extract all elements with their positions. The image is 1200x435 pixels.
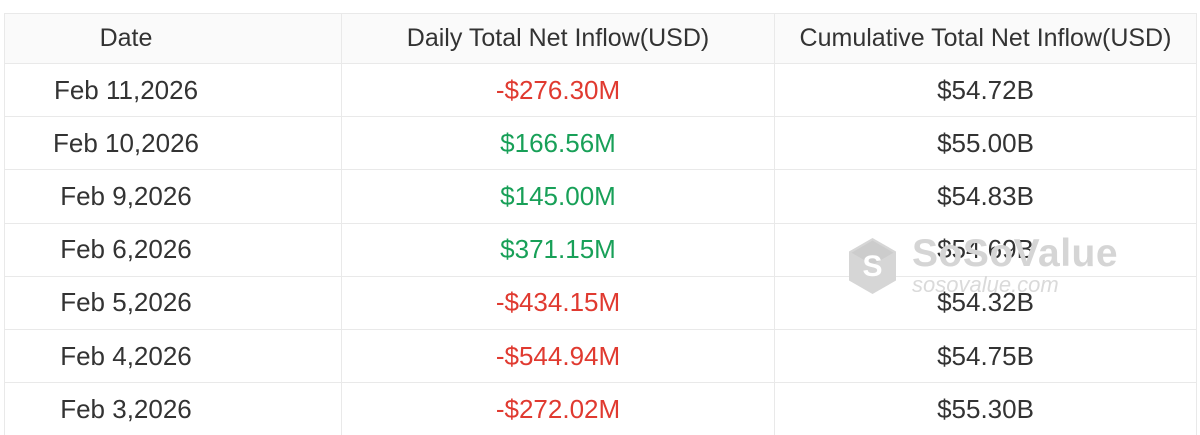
table-row: Feb 11,2026 -$276.30M $54.72B — [5, 64, 1196, 118]
daily-net-inflow-cell: $371.15M — [341, 223, 774, 276]
daily-net-inflow-cell: -$276.30M — [341, 64, 774, 117]
date-cell: Feb 11,2026 — [53, 74, 199, 105]
table-row: Feb 9,2026 $145.00M $54.83B — [5, 170, 1196, 224]
cumulative-net-inflow-cell: $54.75B — [774, 329, 1196, 383]
table-row: Feb 3,2026 -$272.02M $55.30B — [5, 383, 1196, 435]
table-body: Feb 11,2026 -$276.30M $54.72B Feb 10,202… — [5, 64, 1196, 435]
column-header-daily-net-inflow: Daily Total Net Inflow(USD) — [341, 14, 774, 63]
daily-net-inflow-cell: $145.00M — [341, 170, 774, 223]
date-cell: Feb 9,2026 — [60, 180, 192, 211]
column-header-cumulative-net-inflow: Cumulative Total Net Inflow(USD) — [774, 14, 1196, 63]
date-cell: Feb 10,2026 — [52, 127, 199, 158]
table-row: Feb 10,2026 $166.56M $55.00B — [5, 117, 1196, 171]
table-header-row: Date Daily Total Net Inflow(USD) Cumulat… — [5, 14, 1196, 64]
daily-net-inflow-cell: -$544.94M — [341, 329, 774, 383]
cumulative-net-inflow-cell: $54.83B — [774, 170, 1196, 223]
table-row: Feb 5,2026 -$434.15M $54.32B — [5, 276, 1196, 330]
cumulative-net-inflow-cell: $54.72B — [774, 64, 1196, 117]
daily-net-inflow-cell: -$272.02M — [341, 383, 774, 435]
cumulative-net-inflow-cell: $55.00B — [774, 117, 1196, 170]
date-cell: Feb 4,2026 — [60, 340, 192, 371]
cumulative-net-inflow-cell: $55.30B — [774, 383, 1196, 435]
column-header-date: Date — [99, 24, 153, 52]
cumulative-net-inflow-cell: $54.32B — [774, 276, 1196, 329]
cumulative-net-inflow-cell: $54.69B — [774, 223, 1196, 276]
date-cell: Feb 6,2026 — [60, 234, 192, 265]
table-row: Feb 4,2026 -$544.94M $54.75B — [5, 329, 1196, 384]
date-cell: Feb 3,2026 — [60, 393, 192, 424]
date-cell: Feb 5,2026 — [60, 287, 192, 318]
etf-net-inflow-table: Date Daily Total Net Inflow(USD) Cumulat… — [4, 13, 1197, 435]
daily-net-inflow-cell: $166.56M — [341, 117, 774, 170]
daily-net-inflow-cell: -$434.15M — [341, 276, 774, 329]
table-row: Feb 6,2026 $371.15M $54.69B — [5, 223, 1196, 277]
